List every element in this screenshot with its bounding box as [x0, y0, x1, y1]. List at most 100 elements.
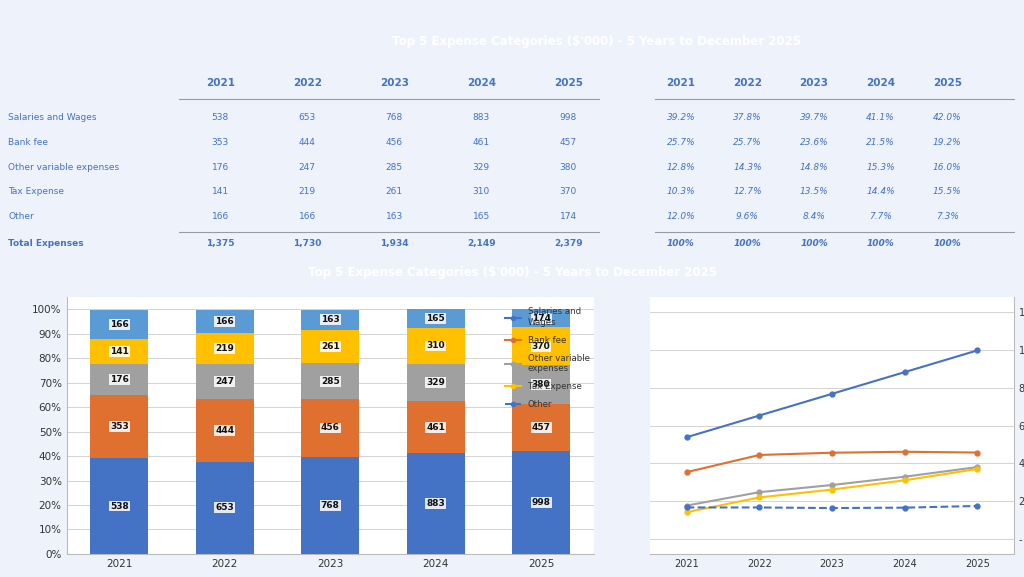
Text: 768: 768	[321, 501, 340, 510]
Text: 174: 174	[560, 212, 577, 221]
Text: 538: 538	[110, 501, 129, 511]
Text: 16.0%: 16.0%	[933, 163, 962, 172]
Text: 2023: 2023	[380, 78, 409, 88]
Text: 23.6%: 23.6%	[800, 138, 828, 147]
Bar	[196, 399, 254, 462]
Text: Tax Expense: Tax Expense	[8, 188, 65, 196]
Bar	[407, 309, 465, 328]
Text: 219: 219	[299, 188, 315, 196]
Text: 329: 329	[426, 378, 445, 387]
Text: 653: 653	[299, 113, 315, 122]
Text: 310: 310	[426, 342, 445, 350]
Text: 457: 457	[560, 138, 577, 147]
Text: Other variable expenses: Other variable expenses	[8, 163, 120, 172]
Bar	[90, 339, 148, 364]
Text: 100%: 100%	[933, 239, 962, 248]
Text: 174: 174	[531, 314, 551, 323]
Bar	[301, 399, 359, 457]
Text: 42.0%: 42.0%	[933, 113, 962, 122]
Text: 2024: 2024	[866, 78, 895, 88]
Text: 370: 370	[560, 188, 577, 196]
Text: 456: 456	[386, 138, 402, 147]
Text: 444: 444	[215, 426, 234, 434]
Bar	[512, 309, 570, 327]
Text: 2021: 2021	[667, 78, 695, 88]
Bar	[196, 333, 254, 364]
Bar	[90, 458, 148, 554]
Text: 165: 165	[473, 212, 489, 221]
Bar	[407, 328, 465, 364]
Text: 2021: 2021	[206, 78, 234, 88]
Bar	[90, 364, 148, 395]
Text: Other: Other	[8, 212, 34, 221]
Text: 457: 457	[531, 424, 551, 432]
Text: 13.5%: 13.5%	[800, 188, 828, 196]
Text: 7.7%: 7.7%	[869, 212, 892, 221]
Text: 100%: 100%	[866, 239, 895, 248]
Bar	[301, 309, 359, 330]
Text: 165: 165	[426, 314, 445, 323]
Text: 285: 285	[321, 377, 340, 385]
Text: 2023: 2023	[800, 78, 828, 88]
Text: 461: 461	[426, 423, 445, 432]
Bar	[301, 330, 359, 363]
Text: 14.4%: 14.4%	[866, 188, 895, 196]
Text: 370: 370	[531, 342, 551, 351]
Bar	[512, 327, 570, 365]
Text: 2025: 2025	[554, 78, 583, 88]
Text: 261: 261	[321, 342, 340, 351]
Text: 2025: 2025	[933, 78, 962, 88]
Text: 261: 261	[386, 188, 402, 196]
Text: 883: 883	[473, 113, 489, 122]
Text: 7.3%: 7.3%	[936, 212, 958, 221]
Text: 653: 653	[215, 503, 234, 512]
Bar	[196, 462, 254, 554]
Text: 461: 461	[473, 138, 489, 147]
Text: 2022: 2022	[733, 78, 762, 88]
Text: 247: 247	[299, 163, 315, 172]
Text: 15.5%: 15.5%	[933, 188, 962, 196]
Bar	[301, 363, 359, 399]
Text: 39.2%: 39.2%	[667, 113, 695, 122]
Text: 2024: 2024	[467, 78, 496, 88]
Text: 100%: 100%	[800, 239, 828, 248]
Text: 39.7%: 39.7%	[800, 113, 828, 122]
Text: 444: 444	[299, 138, 315, 147]
Text: 25.7%: 25.7%	[733, 138, 762, 147]
Text: 2,149: 2,149	[467, 239, 496, 248]
Text: 166: 166	[215, 317, 234, 326]
Text: 25.7%: 25.7%	[667, 138, 695, 147]
Text: 1,934: 1,934	[380, 239, 409, 248]
Text: Bank fee: Bank fee	[8, 138, 48, 147]
Text: 538: 538	[212, 113, 228, 122]
Bar	[512, 404, 570, 451]
Text: 247: 247	[215, 377, 234, 386]
Text: 12.8%: 12.8%	[667, 163, 695, 172]
Bar	[196, 364, 254, 399]
Text: 15.3%: 15.3%	[866, 163, 895, 172]
Text: 166: 166	[212, 212, 228, 221]
Text: 883: 883	[426, 499, 445, 508]
Bar	[90, 309, 148, 339]
Text: 353: 353	[212, 138, 228, 147]
Text: 2022: 2022	[293, 78, 322, 88]
Text: 100%: 100%	[733, 239, 762, 248]
Bar	[407, 401, 465, 454]
Text: 329: 329	[473, 163, 489, 172]
Bar	[301, 457, 359, 554]
Text: 166: 166	[299, 212, 315, 221]
Text: Top 5 Expense Categories ($'000) - 5 Years to December 2025: Top 5 Expense Categories ($'000) - 5 Yea…	[392, 35, 801, 48]
Text: 37.8%: 37.8%	[733, 113, 762, 122]
Text: 998: 998	[560, 113, 577, 122]
Bar	[90, 395, 148, 458]
Text: 353: 353	[110, 422, 129, 432]
Text: 166: 166	[110, 320, 129, 329]
Bar	[512, 451, 570, 554]
Text: 176: 176	[110, 375, 129, 384]
Text: 9.6%: 9.6%	[736, 212, 759, 221]
Text: 285: 285	[386, 163, 402, 172]
Text: Top 5 Expense Categories ($'000) - 5 Years to December 2025: Top 5 Expense Categories ($'000) - 5 Yea…	[307, 266, 717, 279]
Text: 141: 141	[110, 347, 129, 356]
Text: 141: 141	[212, 188, 228, 196]
Text: 310: 310	[473, 188, 489, 196]
